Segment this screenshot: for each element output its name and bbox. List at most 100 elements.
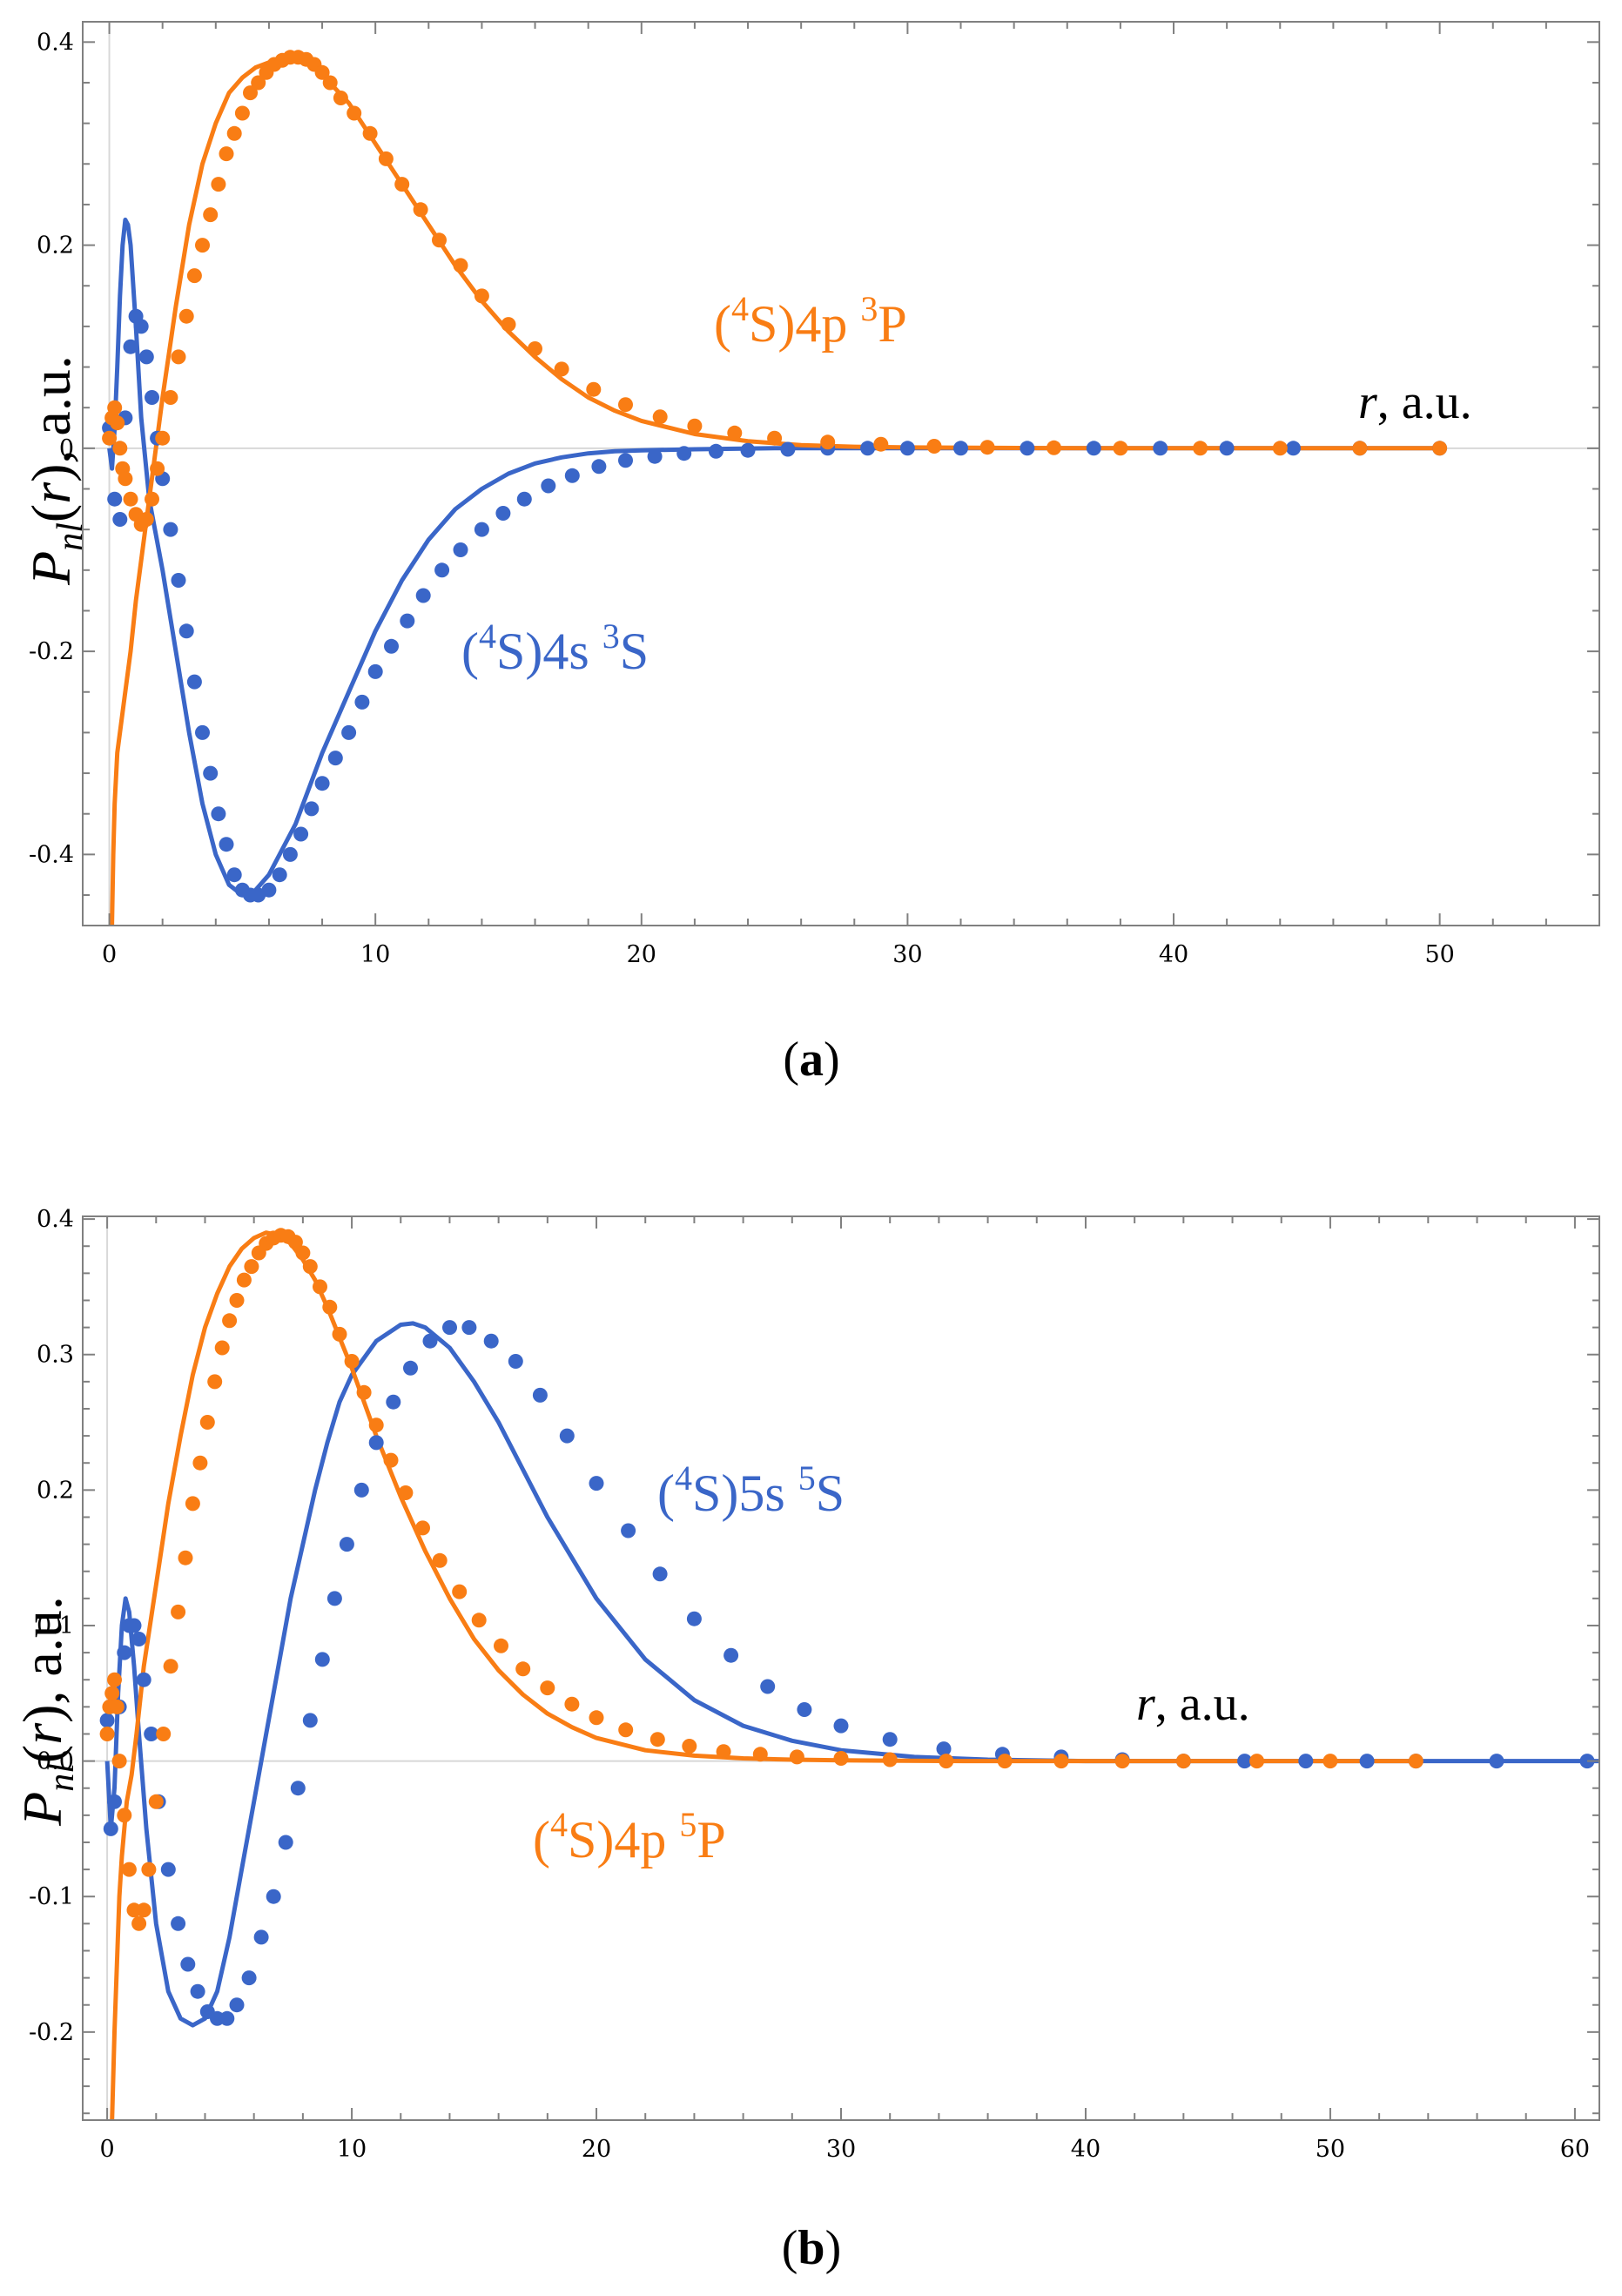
panel-b-point--4s-4p-5p [156, 1727, 172, 1741]
panel-a-point--4s-4s-3s [219, 837, 234, 852]
panel-a-point--4s-4p-3p [138, 512, 154, 527]
panel-b-point--4s-5s-5s [559, 1428, 575, 1444]
panel-a-point--4s-4s-3s [138, 349, 154, 365]
panel-b-point--4s-4p-5p [236, 1272, 252, 1288]
panel-b-y-tick-label: 0.3 [37, 1342, 74, 1369]
panel-b-point--4s-4p-5p [148, 1794, 164, 1809]
panel-b-point--4s-4p-5p [295, 1245, 311, 1261]
panel-a-label-4p3P: (4S)4p 3P [714, 289, 907, 353]
panel-a-point--4s-4p-3p [453, 258, 468, 273]
panel-b-point--4s-4p-5p [939, 1754, 954, 1769]
panel-a-point--4s-4s-3s [647, 448, 663, 464]
panel-a-x-tick-label: 30 [892, 941, 922, 968]
panel-b-y-axis-label: Pnl(r), a.u. [11, 1596, 82, 1827]
panel-a-point--4s-4p-3p [107, 400, 123, 415]
panel-b-point--4s-4p-5p [415, 1520, 430, 1536]
panel-a-point--4s-4p-3p [1193, 441, 1208, 456]
panel-a-point--4s-4p-3p [432, 232, 447, 248]
panel-a-point--4s-4s-3s [282, 846, 298, 862]
panel-b-point--4s-5s-5s [136, 1672, 151, 1687]
panel-b-x-tick-label: 10 [337, 2136, 367, 2163]
panel-a-point--4s-4s-3s [1286, 441, 1301, 456]
panel-b-point--4s-4p-5p [207, 1374, 223, 1390]
panel-a-point--4s-4p-3p [586, 381, 602, 397]
panel-a-point--4s-4p-3p [926, 439, 942, 454]
panel-a-point--4s-4p-3p [171, 349, 186, 365]
panel-b-point--4s-4p-5p [344, 1354, 360, 1369]
panel-b-point--4s-5s-5s [290, 1781, 306, 1796]
panel-b-point--4s-4p-5p [997, 1754, 1013, 1769]
panel-b-point--4s-4p-5p [104, 1686, 120, 1701]
panel-b-point--4s-4p-5p [649, 1732, 665, 1747]
panel-a-point--4s-4p-3p [554, 361, 569, 377]
panel-a-point--4s-4p-3p [322, 75, 338, 91]
panel-b-point--4s-5s-5s [1359, 1754, 1375, 1769]
panel-a-point--4s-4p-3p [195, 238, 210, 253]
panel-a-y-tick-label: -0.4 [29, 841, 74, 868]
panel-b-point--4s-5s-5s [422, 1333, 438, 1349]
panel-b-point--4s-5s-5s [1298, 1754, 1314, 1769]
panel-b-point--4s-4p-5p [136, 1902, 151, 1918]
panel-b-x-axis-label: r, a.u. [1136, 1677, 1250, 1731]
panel-a-point--4s-4p-3p [394, 177, 410, 192]
panel-a-point--4s-4s-3s [953, 441, 968, 456]
panel-a-point--4s-4p-3p [362, 125, 378, 141]
panel-b-point--4s-5s-5s [302, 1713, 318, 1728]
panel-b-point--4s-4p-5p [515, 1661, 531, 1677]
panel-a-point--4s-4p-3p [1047, 440, 1061, 455]
panel-b-point--4s-4p-5p [1408, 1754, 1423, 1769]
panel-b-y-tick-label: -0.1 [29, 1883, 74, 1910]
panel-b-point--4s-5s-5s [117, 1645, 132, 1660]
panel-b-point--4s-4p-5p [452, 1584, 468, 1599]
panel-a-point--4s-4s-3s [400, 613, 415, 629]
panel-a-point--4s-4p-3p [347, 105, 362, 121]
panel-b-x-tick-label: 40 [1071, 2136, 1100, 2163]
panel-b-point--4s-5s-5s [278, 1835, 293, 1850]
panel-a-point--4s-4s-3s [780, 441, 796, 457]
panel-b-y-tick-label: 0.0 [37, 1748, 74, 1775]
panel-a-point--4s-4p-3p [145, 491, 159, 507]
panel-b-point--4s-5s-5s [386, 1394, 401, 1410]
panel-a-point--4s-4s-3s [618, 453, 633, 468]
panel-a-point--4s-4p-3p [118, 471, 133, 487]
panel-b-point--4s-5s-5s [936, 1741, 952, 1757]
panel-a: 0 10 20 30 40 50-0.4-0.200.20.4 Pnl(r), a.u. … [20, 21, 1600, 1087]
panel-b-point--4s-5s-5s [241, 1970, 257, 1986]
panel-b-point--4s-4p-5p [332, 1326, 347, 1342]
panel-a-point--4s-4s-3s [304, 801, 320, 817]
panel-a-point--4s-4p-3p [219, 146, 234, 162]
panel-b-point--4s-4p-5p [192, 1455, 208, 1471]
panel-a-point--4s-4s-3s [195, 724, 210, 740]
panel-b-point--4s-5s-5s [483, 1333, 499, 1349]
panel-a-y-tick-label: 0.2 [37, 232, 74, 259]
panel-a-point--4s-4p-3p [314, 64, 330, 80]
panel-a-point--4s-4p-3p [820, 434, 836, 450]
panel-a-point--4s-4s-3s [226, 867, 242, 883]
panel-b-point--4s-4p-5p [789, 1749, 804, 1765]
panel-a-point--4s-4p-3p [1113, 441, 1128, 456]
panel-a-point--4s-4p-3p [243, 85, 258, 101]
panel-a-point--4s-4s-3s [171, 573, 186, 588]
panel-b-x-tick-label: 30 [826, 2136, 856, 2163]
panel-b-point--4s-4p-5p [368, 1417, 384, 1433]
panel-b-point--4s-4p-5p [716, 1744, 731, 1760]
panel-a-x-tick-label: 20 [627, 941, 656, 968]
panel-b-point--4s-5s-5s [368, 1435, 384, 1451]
panel-b-point--4s-4p-5p [222, 1313, 238, 1329]
panel-a-point--4s-4s-3s [676, 446, 692, 461]
panel-b-point--4s-4p-5p [131, 1916, 147, 1931]
panel-b-point--4s-4p-5p [99, 1727, 115, 1741]
panel-b-x-tick-label: 60 [1560, 2136, 1590, 2163]
panel-a-point--4s-4s-3s [1153, 441, 1168, 456]
panel-b-point--4s-5s-5s [107, 1794, 122, 1809]
panel-a-point--4s-4s-3s [541, 478, 556, 494]
panel-a-point--4s-4s-3s [327, 751, 343, 766]
panel-a-point--4s-4s-3s [123, 339, 138, 354]
panel-a-point--4s-4s-3s [591, 459, 607, 475]
panel-a-y-tick-label: 0.4 [37, 29, 74, 56]
panel-b-point--4s-4p-5p [302, 1259, 318, 1275]
panel-a-point--4s-4p-3p [186, 268, 202, 284]
panel-b-point--4s-4p-5p [287, 1235, 303, 1250]
panel-b-curve--4s-5s-5s [104, 1321, 1599, 2028]
